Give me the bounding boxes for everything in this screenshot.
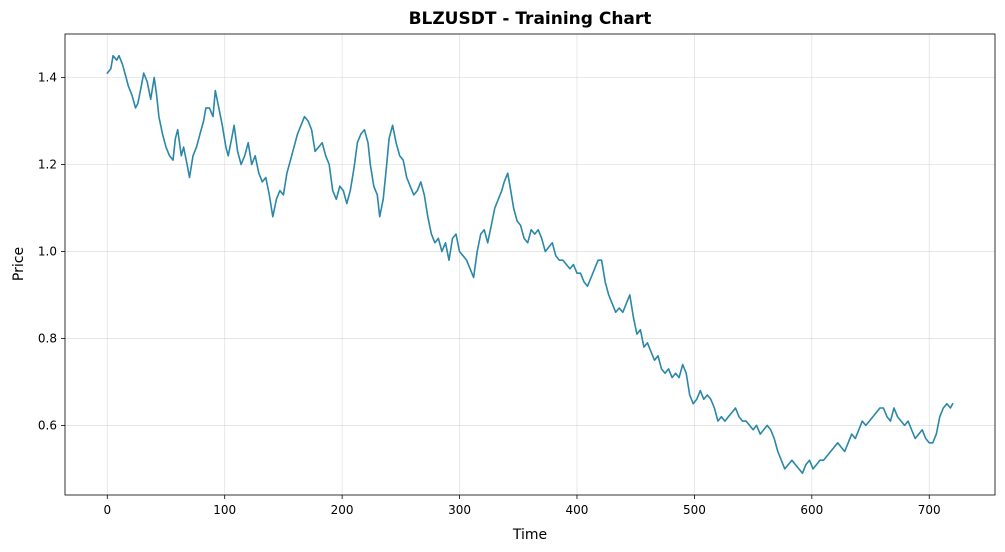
x-tick-label: 700 [918, 503, 941, 517]
x-tick-label: 0 [103, 503, 111, 517]
price-series-line [106, 54, 954, 475]
grid [65, 34, 995, 495]
plot-frame [64, 33, 996, 496]
x-axis-label: Time [512, 527, 547, 543]
x-tick-label: 200 [331, 503, 354, 517]
x-tick-label: 100 [213, 503, 236, 517]
y-tick-label: 1.2 [38, 157, 57, 171]
series-layer [106, 54, 954, 475]
x-tick-label: 400 [566, 503, 589, 517]
y-tick-label: 0.6 [38, 418, 57, 432]
x-tick-label: 300 [448, 503, 471, 517]
y-tick-label: 0.8 [38, 331, 57, 345]
x-axis: 0 100 200 300 400 500 600 700 [103, 495, 941, 517]
y-tick-label: 1.4 [38, 70, 57, 84]
y-tick-label: 1.0 [38, 244, 57, 258]
x-tick-label: 600 [800, 503, 823, 517]
chart-title: BLZUSDT - Training Chart [409, 9, 652, 29]
y-axis: 0.6 0.8 1.0 1.2 1.4 [38, 70, 65, 432]
y-axis-label: Price [11, 247, 27, 281]
x-tick-label: 500 [683, 503, 706, 517]
